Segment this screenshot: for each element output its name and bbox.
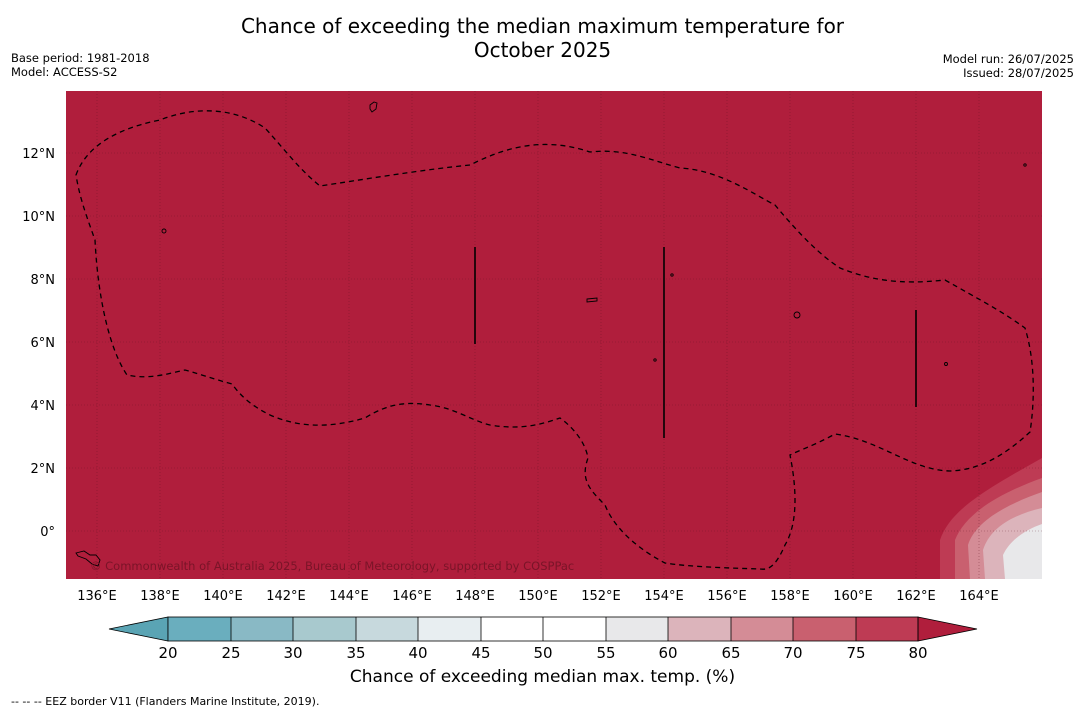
eez-footnote: -- -- -- EEZ border V11 (Flanders Marine… (11, 695, 320, 708)
lon-label: 140°E (203, 589, 243, 604)
colorbar-high-extend (917, 616, 978, 642)
base-period: Base period: 1981-2018 (11, 51, 150, 65)
colorbar-segment (856, 617, 918, 641)
island-outline (793, 311, 801, 319)
colorbar-tick: 75 (846, 644, 865, 662)
contour-50-55 (1003, 524, 1042, 579)
colorbar-tick: 35 (346, 644, 365, 662)
colorbar-segment (293, 617, 356, 641)
model-name: Model: ACCESS-S2 (11, 65, 118, 79)
eez-segments (474, 247, 917, 438)
longitude-labels: 136°E 138°E 140°E 142°E 144°E 146°E 148°… (77, 589, 999, 604)
lon-label: 150°E (518, 589, 558, 604)
colorbar-tick: 25 (221, 644, 240, 662)
map-title: Chance of exceeding the median maximum t… (0, 14, 1085, 62)
lon-label: 148°E (455, 589, 495, 604)
copyright-text: © Commonwealth of Australia 2025, Bureau… (90, 559, 574, 573)
colorbar-segment (231, 617, 293, 641)
lon-label: 138°E (140, 589, 180, 604)
lon-label: 154°E (644, 589, 684, 604)
lon-label: 146°E (392, 589, 432, 604)
lat-label: 8°N (31, 273, 56, 288)
map-panel: © Commonwealth of Australia 2025, Bureau… (66, 91, 1042, 579)
probability-contours (940, 458, 1042, 579)
eez-border (75, 110, 1034, 570)
colorbar-tick: 70 (783, 644, 802, 662)
lat-label: 2°N (31, 462, 56, 477)
colorbar-segment (606, 617, 668, 641)
lon-label: 160°E (833, 589, 873, 604)
island-outline (369, 101, 378, 113)
colorbar-title: Chance of exceeding median max. temp. (%… (349, 667, 736, 687)
island-outline (161, 228, 167, 234)
lon-label: 136°E (77, 589, 117, 604)
colorbar-tick: 40 (408, 644, 427, 662)
island-outline (653, 358, 657, 362)
colorbar-tick: 45 (471, 644, 490, 662)
colorbar-tick: 50 (533, 644, 552, 662)
colorbar-segment (481, 617, 543, 641)
lat-label: 10°N (22, 210, 55, 225)
title-line-1: Chance of exceeding the median maximum t… (240, 14, 845, 38)
island-outlines (75, 101, 1027, 567)
issued-date: Issued: 28/07/2025 (963, 66, 1074, 80)
colorbar-tick: 30 (283, 644, 302, 662)
island-outline (586, 297, 598, 303)
island-outline (944, 362, 948, 366)
colorbar-low-extend (108, 616, 169, 642)
title-line-2: October 2025 (473, 38, 612, 62)
lat-label: 4°N (31, 399, 56, 414)
colorbar-tick: 65 (721, 644, 740, 662)
run-info: Model run: 26/07/2025 Issued: 28/07/2025 (943, 52, 1074, 80)
model-run-date: Model run: 26/07/2025 (942, 52, 1074, 66)
island-outline (670, 273, 674, 277)
map-background (66, 91, 1042, 579)
colorbar-segment (356, 617, 418, 641)
colorbar-segment (793, 617, 856, 641)
island-outline (1023, 163, 1027, 167)
colorbar-segment (543, 617, 606, 641)
island-outline (75, 550, 101, 567)
colorbar-segment (668, 617, 731, 641)
colorbar-segment (418, 617, 481, 641)
colorbar-tick: 20 (158, 644, 177, 662)
lat-label: 6°N (31, 336, 56, 351)
colorbar-segment (731, 617, 793, 641)
lon-label: 164°E (959, 589, 999, 604)
lat-label: 0° (40, 525, 55, 540)
lon-label: 152°E (581, 589, 621, 604)
lon-label: 158°E (770, 589, 810, 604)
lon-label: 142°E (266, 589, 306, 604)
colorbar-tick: 55 (596, 644, 615, 662)
lon-label: 144°E (329, 589, 369, 604)
model-info: Base period: 1981-2018 Model: ACCESS-S2 (11, 51, 150, 79)
lon-label: 162°E (896, 589, 936, 604)
latitude-labels: 12°N 10°N 8°N 6°N 4°N 2°N 0° (22, 147, 55, 540)
colorbar-tick: 80 (908, 644, 927, 662)
lat-label: 12°N (22, 147, 55, 162)
colorbar-segment (168, 617, 231, 641)
colorbar: 20 25 30 35 40 45 50 55 60 65 70 75 80 (108, 616, 978, 662)
colorbar-tick: 60 (658, 644, 677, 662)
lon-label: 156°E (707, 589, 747, 604)
